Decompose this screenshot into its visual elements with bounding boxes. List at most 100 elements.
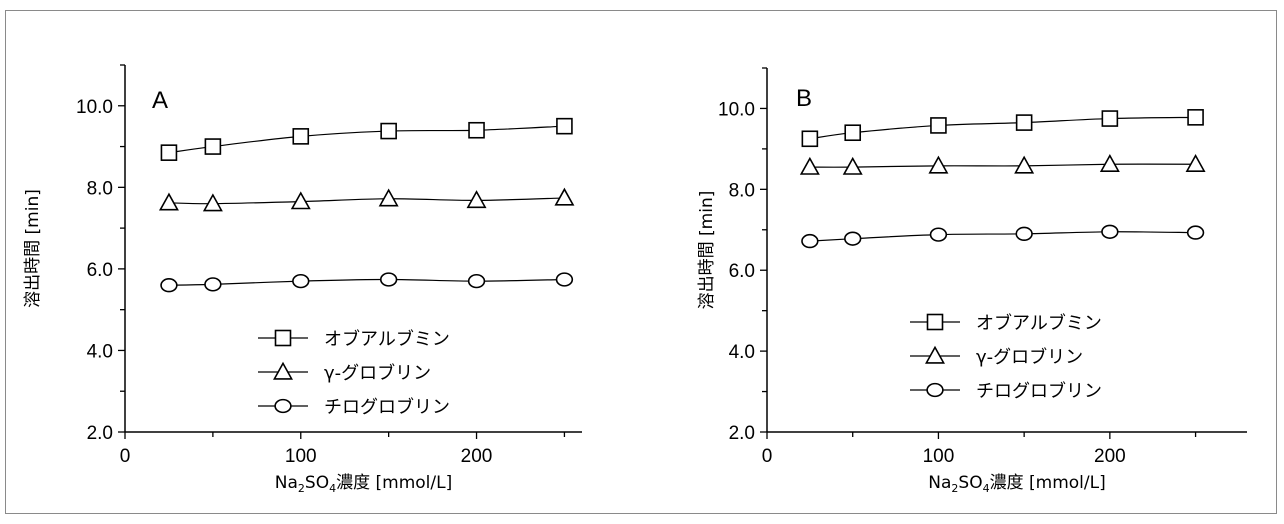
x-tick-label: 0: [120, 446, 131, 467]
marker-circle: [801, 233, 819, 249]
chart-panel-b: 2.0 4.0 6.0 8.0 10.0 0 100 200 Na2SO4濃度 [mmol/L]…: [697, 67, 1247, 495]
marker-circle: [926, 382, 944, 398]
y-tick-label: 4.0: [87, 341, 113, 362]
legend-entry: γ-グロブリン: [258, 361, 431, 384]
legend-label: γ-グロブリン: [976, 346, 1083, 368]
y-tick-label: 8.0: [729, 180, 755, 201]
x-label-text: 濃度 [mmol/L]: [990, 473, 1106, 493]
y-tick-label: 6.0: [729, 261, 755, 282]
x-tick-label: 200: [1094, 446, 1126, 467]
marker-triangle: [925, 345, 945, 364]
marker-square: [1015, 114, 1033, 131]
marker-square: [204, 138, 222, 155]
chart-panel-a: 2.0 4.0 6.0 8.0 10.0 0 100 200 Na2SO4濃度 [mmol/L]…: [23, 64, 582, 495]
figure-frame: [5, 10, 1277, 514]
series-triangle: [799, 153, 1206, 175]
series-line: [809, 231, 1196, 242]
legend-label: γ-グロブリン: [324, 362, 431, 384]
marker-triangle: [378, 188, 399, 207]
y-axis-label: 溶出時間 [min]: [23, 189, 43, 308]
marker-square: [926, 313, 944, 331]
marker-triangle: [158, 192, 179, 211]
marker-square: [1101, 110, 1119, 127]
marker-circle: [379, 272, 398, 287]
marker-triangle: [466, 190, 487, 209]
x-label-text: Na: [928, 473, 951, 493]
series-line: [168, 197, 565, 205]
marker-circle: [555, 272, 574, 287]
series-square: [160, 117, 573, 161]
marker-square: [1187, 109, 1204, 126]
y-tick-label: 10.0: [76, 97, 113, 118]
legend-entry: オブアルブミン: [258, 328, 450, 350]
marker-triangle: [290, 191, 311, 210]
x-axis-label: Na2SO4濃度 [mmol/L]: [275, 473, 452, 495]
legend-entry: γ-グロブリン: [910, 345, 1083, 368]
marker-triangle: [799, 156, 820, 175]
series-line: [809, 163, 1196, 168]
legend-entry: オブアルブミン: [910, 312, 1102, 334]
marker-square: [160, 144, 178, 161]
x-label-subscript: 4: [983, 482, 990, 495]
x-label-text: SO: [958, 473, 982, 493]
marker-square: [801, 130, 819, 148]
marker-square: [380, 122, 397, 140]
x-tick-label: 200: [461, 446, 493, 467]
panel-label: A: [152, 87, 168, 114]
marker-circle: [929, 227, 948, 242]
marker-triangle: [842, 156, 863, 175]
legend-label: チログロブリン: [324, 396, 450, 418]
marker-circle: [1101, 224, 1119, 239]
x-label-text: 濃度 [mmol/L]: [336, 473, 452, 493]
series-circle: [160, 272, 574, 293]
legend-entry: チログロブリン: [910, 380, 1102, 402]
x-label-subscript: 2: [951, 482, 958, 495]
x-tick-label: 100: [285, 446, 317, 467]
series-triangle: [158, 187, 575, 212]
y-tick-label: 10.0: [718, 99, 755, 120]
x-label-text: Na: [275, 473, 298, 493]
marker-square: [930, 117, 947, 134]
marker-triangle: [1014, 155, 1035, 174]
marker-circle: [844, 231, 862, 246]
marker-triangle: [273, 361, 293, 380]
marker-circle: [1186, 225, 1205, 240]
y-tick-label: 4.0: [729, 342, 755, 363]
marker-square: [556, 117, 573, 135]
x-tick-label: 100: [923, 446, 955, 467]
marker-circle: [1015, 226, 1033, 241]
legend-label: オブアルブミン: [976, 312, 1102, 334]
marker-square: [274, 329, 292, 347]
series-line: [168, 278, 565, 286]
y-axis-label: 溶出時間 [min]: [697, 191, 717, 310]
x-axis-label: Na2SO4濃度 [mmol/L]: [928, 473, 1105, 495]
y-tick-label: 6.0: [87, 260, 113, 281]
y-tick-label: 2.0: [87, 423, 113, 444]
series-circle: [801, 224, 1205, 249]
marker-circle: [292, 273, 310, 289]
legend-label: チログロブリン: [976, 380, 1102, 402]
marker-circle: [274, 398, 292, 414]
series-line: [809, 116, 1196, 140]
y-tick-label: 2.0: [729, 423, 755, 444]
legend-entry: チログロブリン: [258, 396, 450, 418]
marker-square: [844, 124, 862, 142]
marker-triangle: [554, 187, 575, 206]
x-label-subscript: 4: [329, 482, 336, 495]
marker-circle: [160, 278, 178, 293]
marker-triangle: [202, 193, 223, 212]
marker-square: [468, 121, 485, 139]
panel-label: B: [796, 85, 812, 112]
marker-triangle: [1099, 153, 1120, 172]
series-square: [801, 109, 1204, 148]
marker-triangle: [928, 155, 949, 174]
x-label-text: SO: [305, 473, 329, 493]
marker-circle: [204, 277, 222, 292]
series-line: [168, 125, 565, 154]
marker-square: [292, 128, 310, 145]
legend-label: オブアルブミン: [324, 328, 450, 350]
marker-circle: [467, 273, 486, 289]
y-tick-label: 8.0: [87, 178, 113, 199]
marker-triangle: [1185, 153, 1206, 172]
